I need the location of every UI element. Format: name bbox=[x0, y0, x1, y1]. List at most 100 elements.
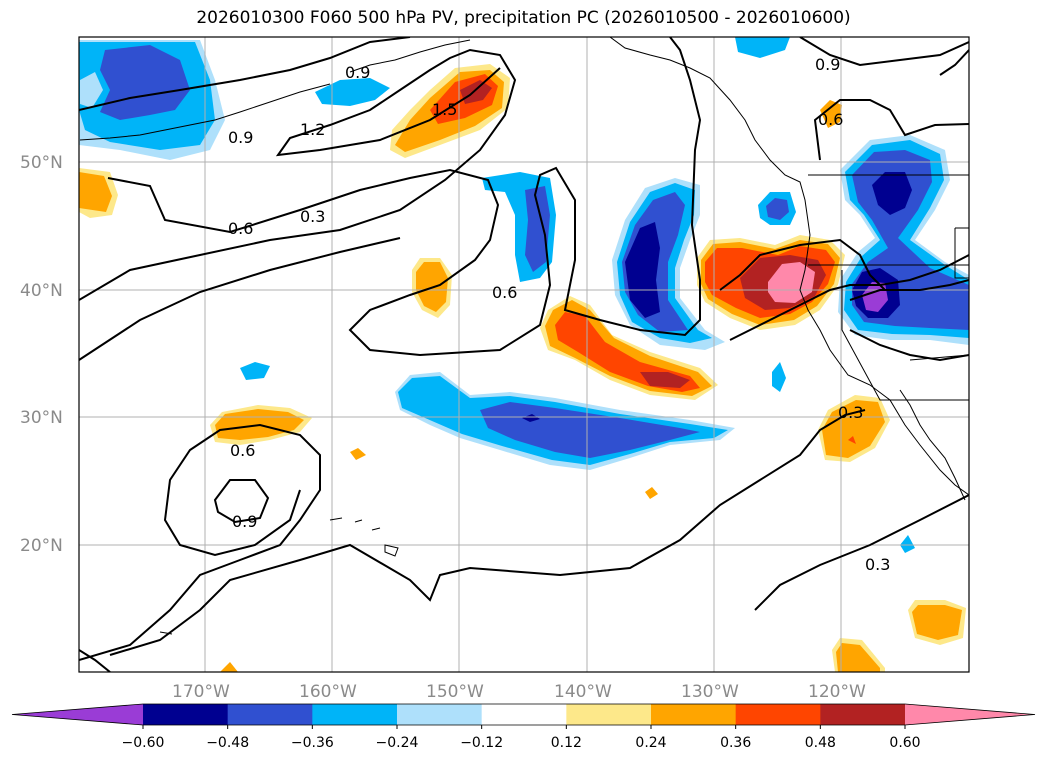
contour-label: 1.5 bbox=[432, 100, 457, 119]
contour-label: 0.6 bbox=[230, 441, 255, 460]
precip-shading bbox=[79, 37, 969, 672]
contour-label: 0.3 bbox=[865, 555, 890, 574]
shade-small-orange2 bbox=[645, 487, 658, 499]
contour-h bbox=[754, 494, 969, 611]
coast-aleutians bbox=[79, 83, 331, 141]
hawaii bbox=[329, 517, 399, 557]
contour-k bbox=[849, 279, 969, 301]
coast-canada2 bbox=[954, 227, 969, 279]
contour-i bbox=[79, 649, 111, 672]
contour-j bbox=[729, 254, 969, 341]
shade-small-orange1 bbox=[350, 448, 366, 460]
colorbar-box bbox=[397, 704, 483, 725]
shade-133w-navy bbox=[625, 222, 660, 318]
coast-baja bbox=[899, 389, 966, 501]
shade-small-cyan3 bbox=[900, 535, 915, 553]
shade-127w-pink bbox=[768, 262, 815, 303]
shade-128w-blue bbox=[766, 198, 789, 220]
shade-sband-navy bbox=[522, 414, 540, 422]
shade-top-cyan bbox=[735, 37, 790, 58]
contour-p bbox=[849, 329, 969, 362]
pv-contours bbox=[79, 37, 969, 672]
lat-label: 30°N bbox=[20, 408, 63, 428]
shade-nw-light2 bbox=[80, 72, 103, 108]
contour-l bbox=[799, 37, 969, 67]
colorbar-box bbox=[735, 704, 821, 725]
contour-label: 0.6 bbox=[818, 110, 843, 129]
contour-label: 0.9 bbox=[232, 512, 257, 531]
shade-145w-blue bbox=[525, 186, 550, 272]
colorbar-tick-label: 0.48 bbox=[805, 735, 836, 751]
map-title: 2026010300 F060 500 hPa PV, precipitatio… bbox=[196, 8, 851, 28]
colorbar-box bbox=[312, 704, 398, 725]
colorbar-box bbox=[143, 704, 229, 725]
colorbar-tick-label: −0.60 bbox=[122, 735, 165, 751]
contour-label: 0.3 bbox=[300, 207, 325, 226]
lat-label: 50°N bbox=[20, 153, 63, 173]
shade-small-cyan bbox=[240, 362, 270, 380]
contour-d bbox=[79, 237, 401, 361]
colorbar-tick-label: −0.12 bbox=[460, 735, 503, 751]
shade-140w-darkred bbox=[640, 372, 690, 388]
shade-goa-darkred bbox=[460, 80, 492, 104]
contour-label: 0.9 bbox=[815, 55, 840, 74]
colorbar-tick-label: −0.36 bbox=[291, 735, 334, 751]
shade-ne-navy bbox=[872, 172, 912, 215]
colorbar-box bbox=[820, 704, 906, 725]
contour-e bbox=[79, 423, 321, 661]
lon-label: 170°W bbox=[172, 682, 230, 702]
colorbar-box bbox=[566, 704, 652, 725]
shade-se-orange2 bbox=[836, 643, 880, 672]
contour-a bbox=[79, 37, 411, 111]
colorbar-box bbox=[227, 704, 313, 725]
contour-label: 0.6 bbox=[492, 283, 517, 302]
contour-g bbox=[109, 409, 866, 656]
colorbar-extend-high bbox=[905, 704, 1035, 725]
lat-label: 40°N bbox=[20, 281, 63, 301]
colorbar-tick-label: 0.24 bbox=[635, 735, 666, 751]
lon-label: 120°W bbox=[808, 682, 866, 702]
colorbar-box bbox=[651, 704, 737, 725]
lat-label: 20°N bbox=[20, 536, 63, 556]
contour-n bbox=[813, 99, 969, 161]
colorbar-tick-label: −0.48 bbox=[206, 735, 249, 751]
colorbar-tick-label: 0.12 bbox=[551, 735, 582, 751]
coast-border2 bbox=[841, 270, 969, 401]
lon-label: 140°W bbox=[554, 682, 612, 702]
contour-label: 0.9 bbox=[345, 63, 370, 82]
contour-f bbox=[213, 479, 270, 524]
lon-label: 150°W bbox=[426, 682, 484, 702]
graticule bbox=[79, 37, 969, 672]
shade-small-orange3 bbox=[820, 100, 842, 128]
coast-ak-pen bbox=[349, 39, 471, 73]
colorbar-box bbox=[481, 704, 567, 725]
colorbar-extend-low bbox=[12, 704, 143, 725]
contour-label: 0.6 bbox=[228, 219, 253, 238]
colorbar-tick-label: −0.24 bbox=[376, 735, 419, 751]
map-frame bbox=[78, 36, 970, 673]
shade-se-orange bbox=[912, 605, 962, 640]
shade-bottom-orange bbox=[220, 662, 238, 672]
shade-nw-cyan2 bbox=[315, 78, 390, 106]
colorbar: −0.60 −0.48 −0.36 −0.24 −0.12 0.12 0.24 0.36 0.4… bbox=[11, 703, 1036, 751]
shade-122w-red bbox=[848, 436, 856, 444]
longitude-labels: 170°W 160°W 150°W 140°W 130°W 120°W bbox=[172, 682, 866, 702]
contour-labels: 0.9 0.9 1.2 1.5 0.6 0.3 0.6 0.9 0.6 0.6 … bbox=[228, 55, 890, 574]
contour-b bbox=[107, 37, 702, 357]
contour-label: 0.3 bbox=[838, 403, 863, 422]
colorbar-tick-label: 0.36 bbox=[720, 735, 751, 751]
lon-label: 130°W bbox=[681, 682, 739, 702]
contour-c bbox=[79, 48, 517, 301]
contour-label: 0.9 bbox=[228, 128, 253, 147]
contour-o bbox=[719, 238, 886, 291]
shade-122w-orange bbox=[822, 400, 885, 458]
shade-w-orange2 bbox=[79, 172, 112, 212]
coast-alaska bbox=[609, 37, 969, 496]
colorbar-tick-label: 0.60 bbox=[889, 735, 920, 751]
shade-nw-blue bbox=[100, 45, 190, 120]
shade-small-cyan2 bbox=[772, 362, 786, 392]
contour-m bbox=[939, 49, 969, 76]
latitude-labels: 50°N 40°N 30°N 20°N bbox=[20, 153, 63, 556]
contour-label: 1.2 bbox=[300, 120, 325, 139]
